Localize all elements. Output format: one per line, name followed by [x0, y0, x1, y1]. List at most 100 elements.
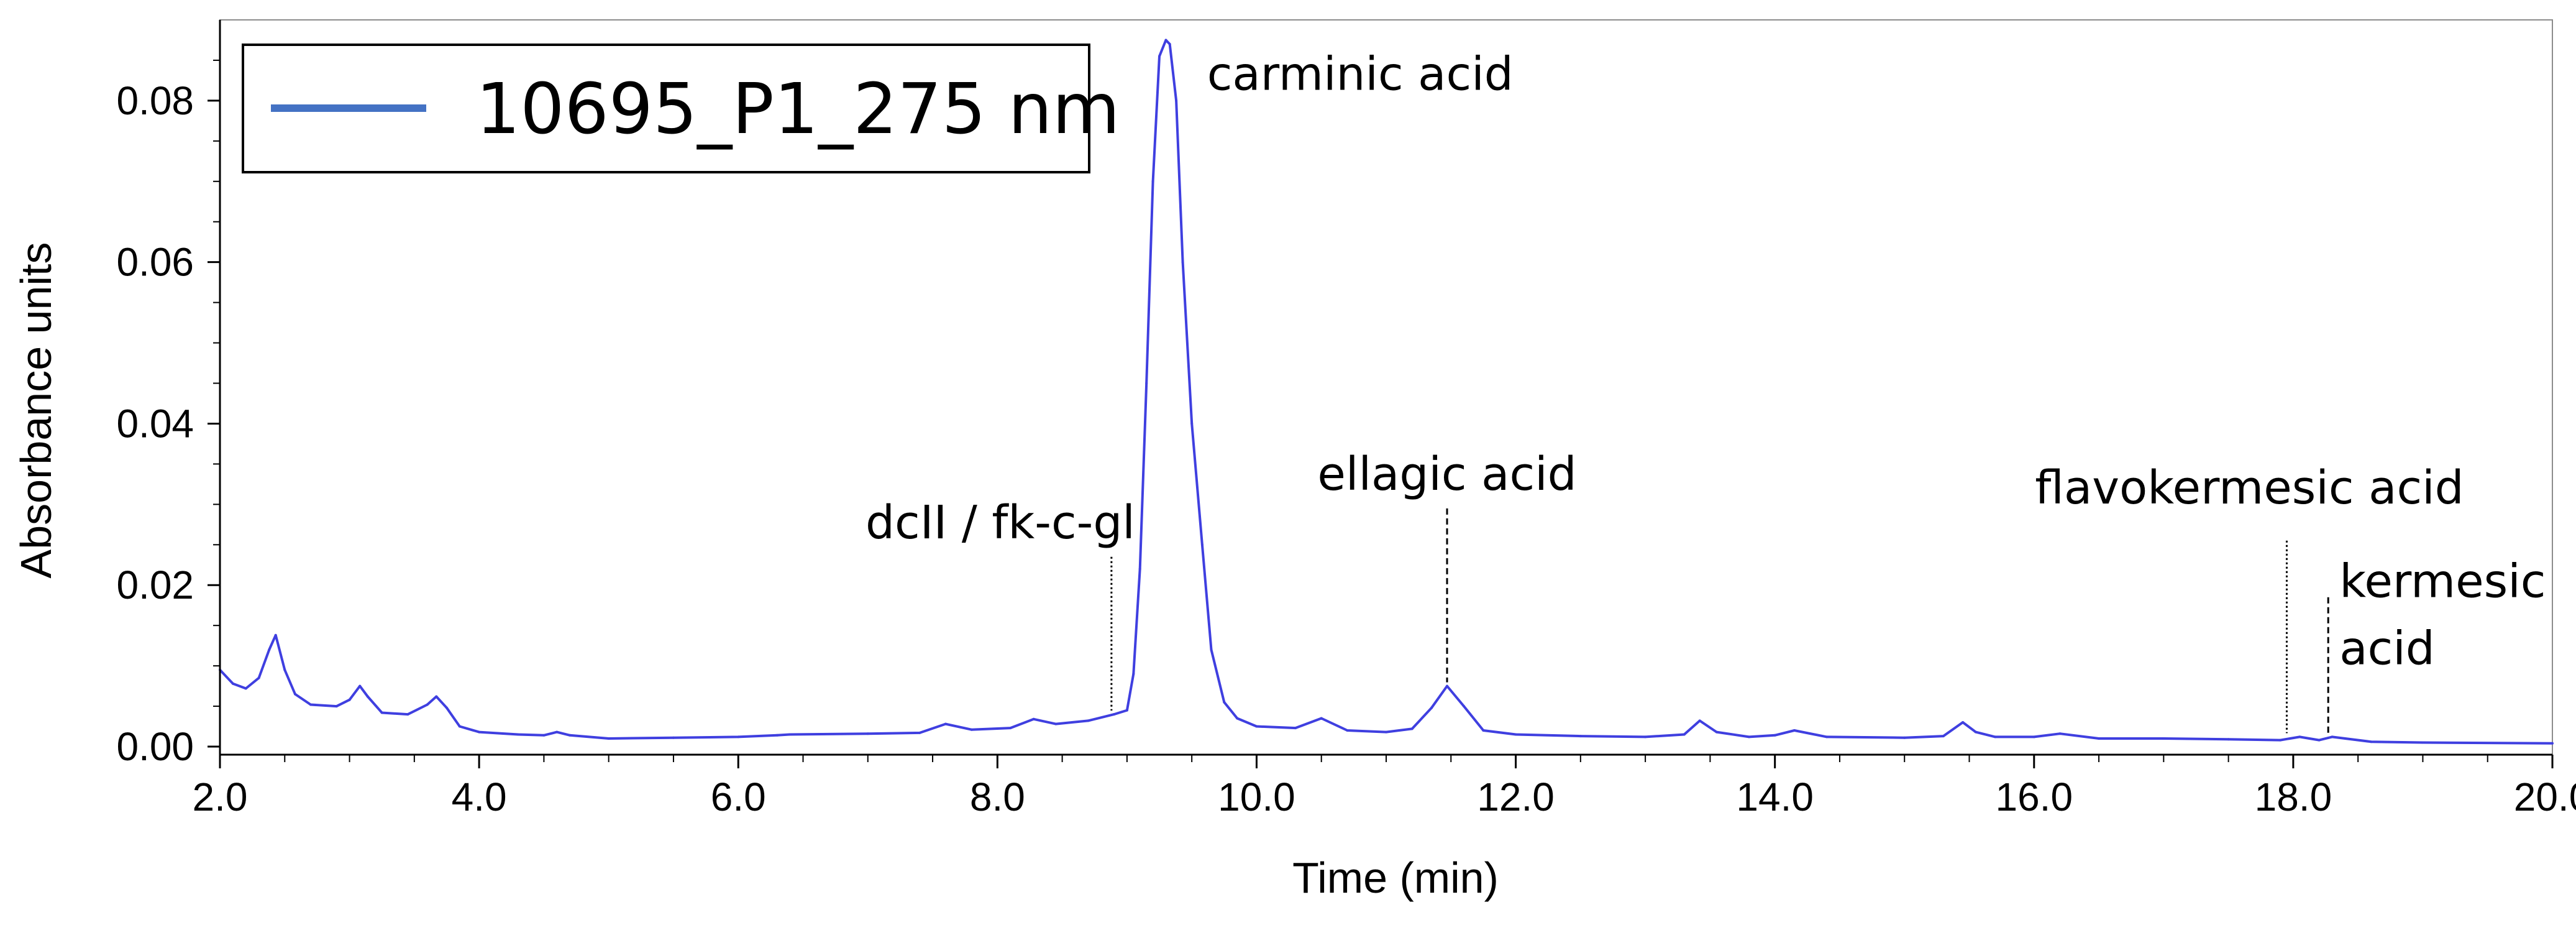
- series-point: [516, 733, 519, 736]
- series-point: [1579, 735, 1582, 738]
- series-point: [944, 722, 947, 725]
- series-point: [335, 705, 338, 708]
- x-tick-label-18-0: 18.0: [2255, 775, 2332, 819]
- series-point: [309, 703, 312, 706]
- series-point: [1514, 733, 1517, 736]
- series-point: [1773, 734, 1776, 737]
- annotation-flavokermesic-acid-label: flavokermesic acid: [2035, 461, 2464, 515]
- series-point: [1793, 729, 1796, 732]
- x-tick-label-20-0: 20.0: [2514, 775, 2576, 819]
- series-point: [1430, 706, 1433, 709]
- series-point: [1385, 730, 1387, 734]
- series-point: [445, 706, 448, 709]
- series-point: [1683, 733, 1686, 736]
- series-point: [1255, 725, 1258, 728]
- series-point: [1113, 713, 1115, 716]
- series-point: [380, 711, 383, 714]
- legend: 10695_P1_275 nm: [242, 44, 1120, 173]
- series-point: [294, 693, 296, 696]
- y-axis-title-group: Absorbance units: [12, 242, 60, 579]
- series-line-10695-p1-275-nm: [219, 39, 2553, 745]
- series-point: [542, 734, 546, 737]
- series-point: [2370, 740, 2372, 743]
- x-tick-label-16-0: 16.0: [1995, 775, 2073, 819]
- series-point: [1132, 673, 1135, 676]
- series-point: [2298, 735, 2301, 739]
- y-tick-label-0-06: 0.06: [116, 240, 194, 285]
- annotation-ellagic-acid-label: ellagic acid: [1317, 448, 1576, 501]
- annotation-carminic-acid-label: carminic acid: [1207, 47, 1514, 101]
- annotation-kermesic-acid-label: kermesic acid: [2339, 555, 2546, 676]
- series-point: [406, 713, 409, 716]
- x-tick-label-8-0: 8.0: [970, 775, 1025, 819]
- series-point: [569, 734, 572, 737]
- series-point: [2227, 738, 2230, 741]
- series-point: [2331, 735, 2334, 739]
- x-tick-label-2-0: 2.0: [193, 775, 248, 819]
- series-point: [1138, 568, 1141, 571]
- series-point: [274, 633, 277, 637]
- annotation-kermesic-acid-label-line: kermesic: [2339, 555, 2546, 609]
- series-point: [1145, 382, 1148, 385]
- peak-annotation-labels: carminic acid dcII / fk-c-gl ellagic acid f…: [866, 47, 2546, 675]
- series-point: [1410, 727, 1414, 730]
- series-point: [1200, 543, 1204, 546]
- legend-entry-label: 10695_P1_275 nm: [476, 69, 1120, 150]
- series-point: [2162, 737, 2165, 740]
- y-tick-label-0-04: 0.04: [116, 401, 194, 446]
- series-point: [2279, 739, 2281, 742]
- series-point: [1974, 730, 1977, 734]
- annotation-dcii-fk-c-gl-label: dcII / fk-c-gl: [866, 496, 1135, 550]
- series-point: [2032, 735, 2035, 739]
- series-point: [2098, 737, 2101, 740]
- annotation-kermesic-acid-label-line: acid: [2339, 622, 2435, 676]
- series-point: [2421, 741, 2424, 744]
- series-point: [607, 737, 610, 740]
- series-point: [2318, 739, 2321, 742]
- x-tick-label-14-0: 14.0: [1736, 775, 1814, 819]
- series-point: [283, 668, 286, 671]
- series-point: [268, 648, 271, 651]
- series-point: [348, 698, 351, 701]
- series-point: [737, 735, 740, 739]
- series-layer: [219, 39, 2554, 745]
- y-tick-label-0-02: 0.02: [116, 563, 194, 607]
- series-point: [1294, 727, 1297, 730]
- series-point: [1748, 735, 1750, 739]
- series-point: [1158, 55, 1161, 58]
- series-point: [257, 676, 260, 679]
- y-axis-title: Absorbance units: [12, 242, 60, 579]
- series-point: [1482, 729, 1485, 732]
- series-point: [866, 732, 869, 735]
- x-tick-label-12-0: 12.0: [1477, 775, 1555, 819]
- y-tick-label-0-08: 0.08: [116, 78, 194, 123]
- series-point: [1446, 684, 1448, 688]
- series-point: [458, 725, 461, 728]
- series-point: [1151, 180, 1154, 183]
- series-point: [1962, 721, 1965, 724]
- series-point: [1825, 735, 1829, 739]
- series-point: [1715, 730, 1718, 734]
- series-point: [1190, 422, 1194, 425]
- series-point: [426, 703, 429, 706]
- x-tick-label-4-0: 4.0: [452, 775, 507, 819]
- axis-tick-labels: 2.0 4.0 6.0 8.0 10.0 12.0 14.0 16.0 18.0 20.0 0.00…: [116, 78, 2576, 819]
- x-tick-label-10-0: 10.0: [1218, 775, 1295, 819]
- series-point: [1994, 735, 1997, 739]
- series-point: [2058, 732, 2062, 735]
- series-point: [1210, 648, 1213, 651]
- series-point: [1087, 719, 1090, 722]
- y-tick-label-0-00: 0.00: [116, 724, 194, 769]
- series-point: [672, 736, 675, 739]
- series-point: [918, 731, 921, 734]
- series-point: [1223, 701, 1226, 704]
- series-point: [366, 695, 369, 698]
- series-point: [1698, 719, 1701, 722]
- series-point: [1942, 735, 1945, 738]
- series-point: [1463, 705, 1466, 708]
- series-point: [231, 682, 234, 685]
- series-point: [970, 728, 973, 731]
- series-point: [1346, 729, 1349, 732]
- series-point: [788, 733, 792, 736]
- series-point: [2551, 742, 2554, 745]
